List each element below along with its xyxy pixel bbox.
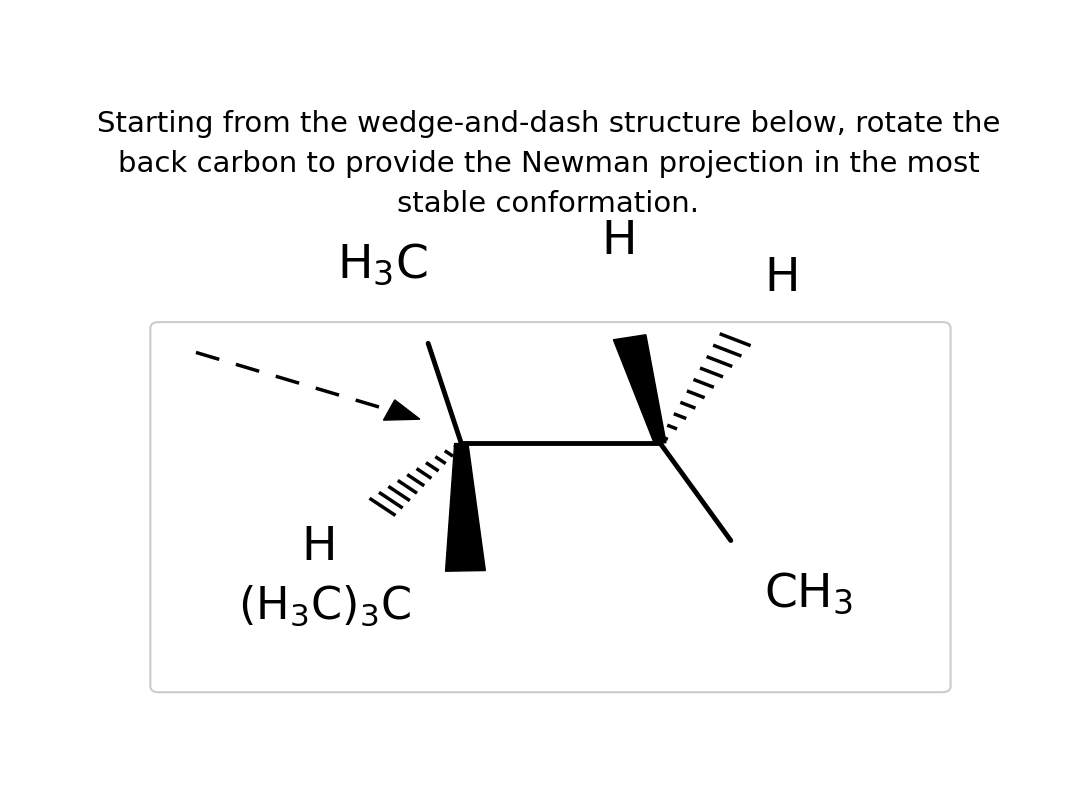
Text: H: H xyxy=(302,526,337,571)
Polygon shape xyxy=(445,444,486,571)
Polygon shape xyxy=(383,400,419,420)
Text: H: H xyxy=(601,219,637,265)
Text: Starting from the wedge-and-dash structure below, rotate the
back carbon to prov: Starting from the wedge-and-dash structu… xyxy=(96,110,1000,218)
Polygon shape xyxy=(613,335,666,444)
Text: H: H xyxy=(764,256,799,301)
Text: CH$_3$: CH$_3$ xyxy=(764,571,853,617)
Text: H$_3$C: H$_3$C xyxy=(337,242,428,288)
FancyBboxPatch shape xyxy=(150,322,950,692)
Text: (H$_3$C)$_3$C: (H$_3$C)$_3$C xyxy=(238,583,411,627)
